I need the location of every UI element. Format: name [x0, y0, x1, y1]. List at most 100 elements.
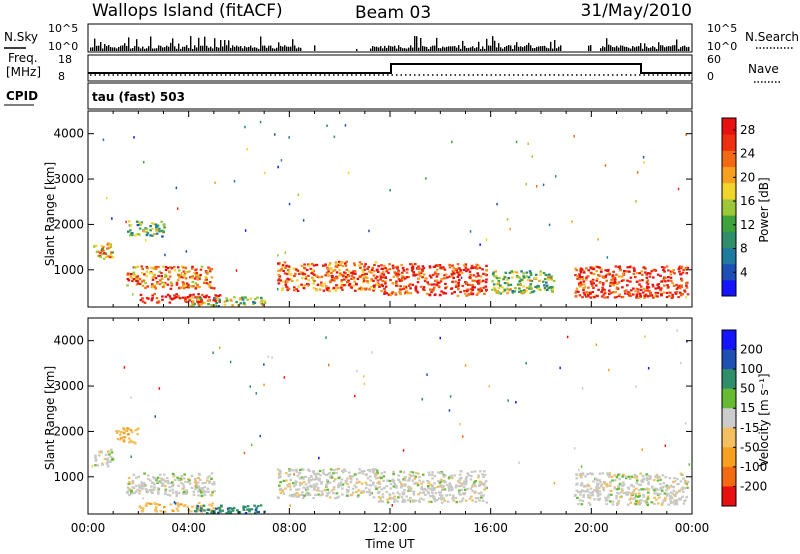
echo-cell [400, 496, 404, 499]
echo-cell [599, 267, 603, 271]
echo-cell [485, 268, 488, 272]
echo-cell [499, 292, 502, 295]
echo-cell [333, 277, 337, 280]
echo-cell [614, 265, 618, 268]
echo-cell [175, 490, 178, 493]
echo-cell [624, 292, 627, 295]
echo-cell [173, 294, 176, 297]
echo-cell [350, 475, 353, 478]
echo-cell [465, 475, 468, 479]
echo-cell [685, 272, 689, 275]
echo-cell [382, 479, 385, 482]
echo-cell [179, 274, 183, 277]
echo-cell [426, 281, 429, 284]
echo-cell [280, 268, 283, 271]
echo-cell [641, 474, 645, 477]
echo-cell [613, 486, 616, 489]
echo-cell [302, 486, 306, 489]
echo-cell [158, 270, 162, 273]
echo-cell [596, 483, 600, 486]
echo-cell [138, 282, 142, 285]
nsky-bar [212, 48, 214, 51]
echo-cell [397, 474, 400, 477]
echo-cell [288, 469, 291, 473]
echo-cell [387, 293, 391, 297]
echo-cell [465, 290, 469, 293]
echo-cell [253, 504, 256, 507]
echo-cell [238, 511, 242, 514]
nsky-bar [416, 36, 418, 51]
noise-echo [347, 171, 350, 175]
echo-cell [648, 275, 652, 278]
echo-cell [184, 284, 187, 287]
nsky-bar [240, 46, 242, 51]
echo-cell [611, 282, 614, 285]
echo-cell [326, 482, 329, 485]
echo-cell [635, 272, 639, 275]
echo-cell [303, 273, 307, 276]
echo-cell [393, 498, 397, 501]
echo-cell [337, 495, 340, 498]
nsky-bar [170, 42, 172, 51]
echo-cell [604, 276, 607, 279]
echo-cell [286, 280, 289, 283]
echo-cell [322, 264, 325, 267]
echo-cell [441, 267, 444, 270]
nave-label: Nave [748, 62, 779, 76]
nsky-bar [648, 47, 650, 51]
echo-cell [639, 285, 643, 288]
echo-cell [611, 278, 614, 281]
echo-cell [153, 477, 157, 480]
echo-cell [202, 491, 206, 494]
echo-cell [635, 475, 639, 478]
echo-cell [214, 299, 218, 302]
colorbar-tick-label: -100 [740, 460, 767, 474]
echo-cell [331, 278, 334, 281]
y-tick-label: 3000 [53, 172, 84, 186]
echo-cell [136, 232, 140, 236]
echo-cell [380, 477, 383, 480]
noise-echo [635, 200, 637, 203]
echo-cell [575, 287, 579, 290]
echo-cell [661, 501, 664, 504]
noise-echo [578, 468, 580, 472]
echo-cell [303, 263, 306, 266]
echo-cell [428, 274, 432, 277]
echo-cell [346, 482, 349, 486]
echo-cell [615, 282, 619, 285]
echo-cell [680, 293, 683, 296]
echo-cell [398, 480, 402, 484]
echo-cell [465, 270, 468, 273]
echo-cell [316, 283, 320, 286]
echo-cell [282, 492, 286, 495]
noise-echo [326, 124, 328, 127]
y-tick-label: 1000 [53, 470, 84, 484]
echo-cell [538, 279, 541, 282]
echo-cell [338, 482, 341, 485]
echo-cell [506, 292, 509, 295]
echo-cell [145, 504, 148, 508]
echo-cell [364, 474, 368, 477]
echo-cell [210, 286, 213, 289]
echo-cell [646, 286, 649, 290]
echo-cell [198, 478, 202, 481]
echo-cell [155, 282, 159, 285]
echo-cell [643, 296, 646, 299]
echo-cell [684, 266, 688, 270]
echo-cell [587, 294, 590, 297]
echo-cell [440, 290, 443, 293]
echo-cell [679, 480, 683, 483]
colorbar-tick-label: 50 [740, 382, 755, 396]
echo-cell [156, 229, 159, 232]
noise-echo [250, 443, 253, 447]
echo-cell [461, 497, 465, 500]
echo-cell [587, 269, 590, 272]
noise-echo [685, 296, 687, 299]
noise-echo [130, 455, 132, 458]
echo-cell [181, 492, 185, 495]
echo-cell [585, 278, 588, 281]
echo-cell [171, 491, 175, 494]
echo-cell [407, 284, 411, 287]
echo-cell [434, 279, 437, 282]
echo-cell [372, 274, 376, 277]
